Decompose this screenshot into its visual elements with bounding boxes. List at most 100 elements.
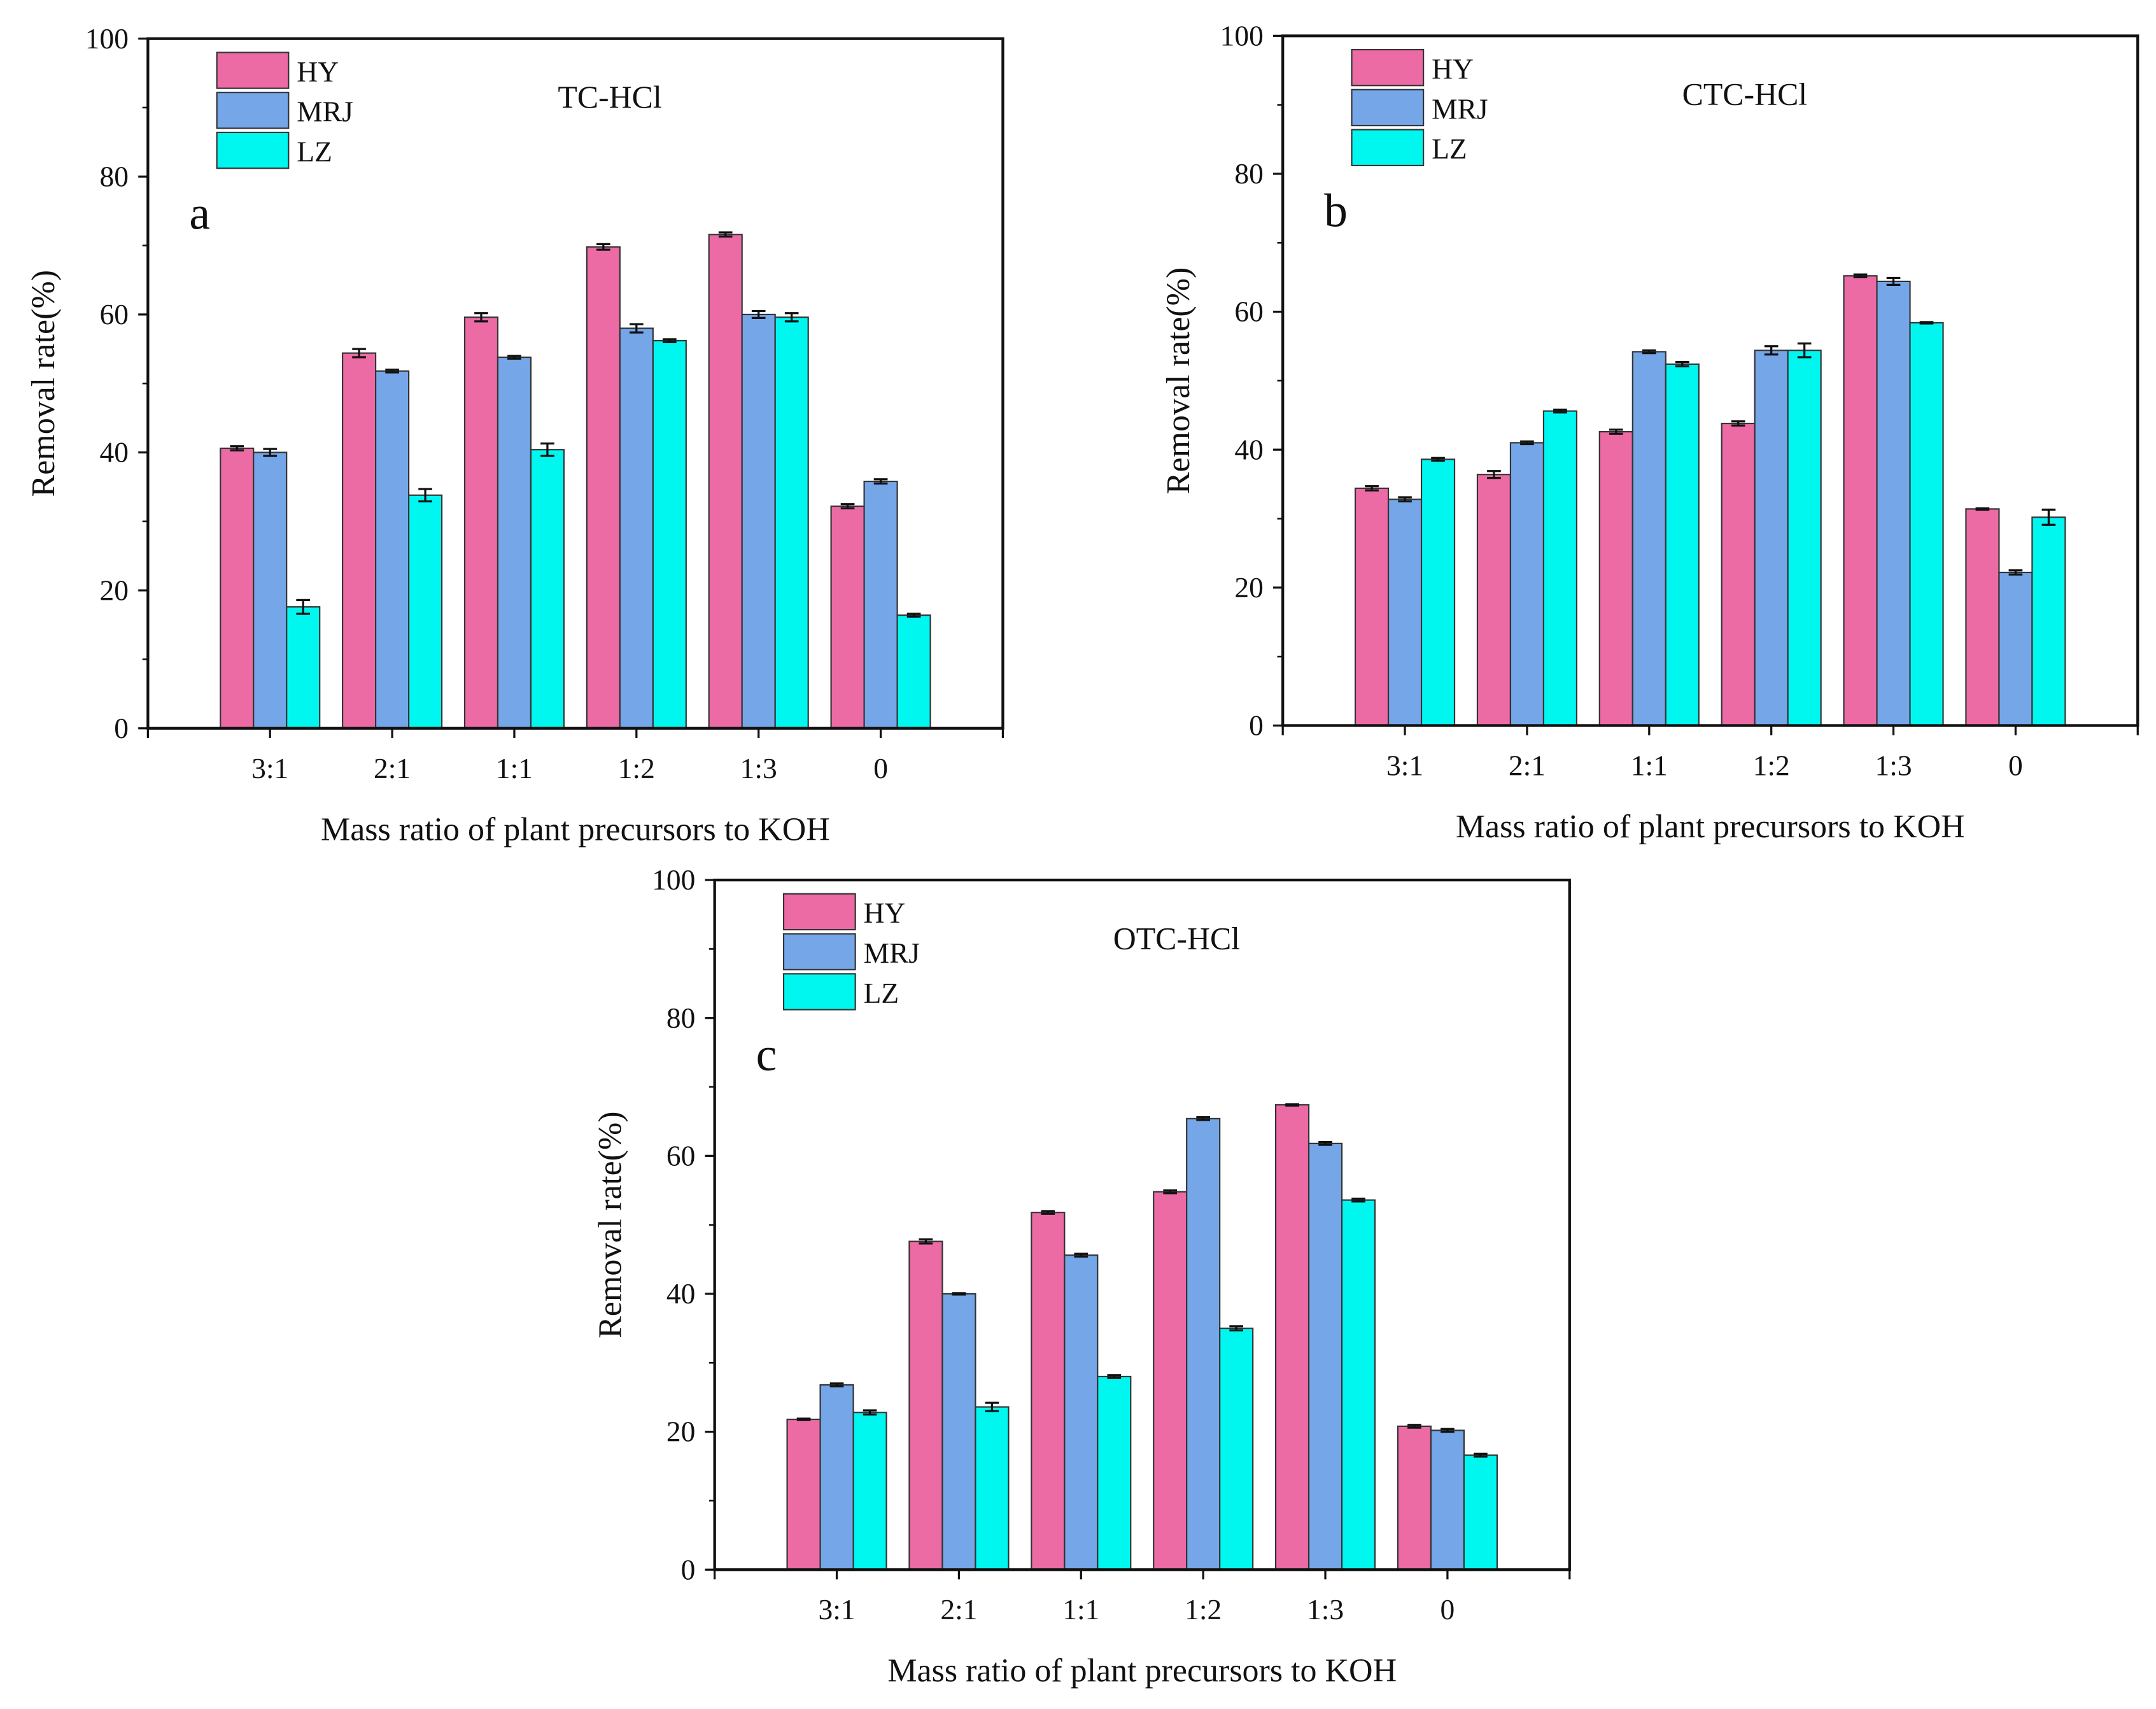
x-tick-label: 1:3 <box>1875 749 1912 781</box>
y-axis-label: Removal rate(%) <box>1160 267 1197 495</box>
x-axis-label: Mass ratio of plant precursors to KOH <box>1456 809 1965 845</box>
bar-lz <box>1341 1199 1376 1571</box>
bar-hy <box>463 316 499 729</box>
bar-hy <box>1274 1104 1310 1571</box>
y-tick-label: 20 <box>100 574 129 606</box>
legend-label: LZ <box>1432 132 1467 165</box>
x-axis-label: Mass ratio of plant precursors to KOH <box>887 1653 1397 1689</box>
bar-mrj <box>1064 1254 1099 1571</box>
y-tick-label: 60 <box>1234 295 1263 328</box>
error-bar <box>1919 321 1934 325</box>
bar-hy <box>830 505 865 729</box>
error-bar <box>1553 408 1567 414</box>
error-bar <box>829 1382 844 1387</box>
y-tick-label: 20 <box>1234 571 1263 604</box>
error-bar <box>1886 276 1901 286</box>
bar-mrj <box>1509 442 1545 727</box>
error-bar <box>296 599 311 615</box>
y-tick-label: 60 <box>666 1139 695 1172</box>
x-tick-label: 3:1 <box>818 1593 855 1626</box>
bar-mrj <box>253 451 288 729</box>
bar-lz <box>1787 350 1822 727</box>
error-bar <box>1365 485 1379 492</box>
y-tick-label: 80 <box>666 1002 695 1034</box>
chart-panel-b: 3:1 2:1 1:1 1:2 1:3 0 0 20 40 60 80 100 Mass ratio o… <box>1160 19 2139 845</box>
bar-lz <box>852 1412 887 1571</box>
bar-mrj <box>1186 1117 1221 1571</box>
error-bar <box>1474 1452 1488 1458</box>
error-bar <box>385 368 399 374</box>
error-bar <box>540 442 554 457</box>
x-tick-label: 1:1 <box>1062 1593 1099 1626</box>
error-bar <box>1975 507 1990 511</box>
error-bar <box>1285 1103 1299 1107</box>
y-tick-label: 20 <box>666 1415 695 1448</box>
x-tick-label: 3:1 <box>1386 749 1423 781</box>
legend-swatch-hy <box>216 52 290 89</box>
error-bar <box>1351 1197 1365 1203</box>
error-bar <box>751 309 766 319</box>
error-bar <box>2041 508 2056 526</box>
bar-lz <box>652 339 687 729</box>
legend-label: HY <box>1432 52 1474 85</box>
x-tick-label: 0 <box>873 752 888 784</box>
legend-swatch-mrj <box>216 92 290 129</box>
x-tick-label: 1:2 <box>1753 749 1790 781</box>
x-tick-label: 2:1 <box>940 1593 977 1626</box>
legend-swatch-hy <box>782 893 856 931</box>
error-bar <box>1520 440 1534 446</box>
chart-panel-c: 3:1 2:1 1:1 1:2 1:3 0 0 20 40 60 80 100 Mass ratio o… <box>592 863 1571 1689</box>
error-bar <box>230 445 244 451</box>
error-bar <box>1398 496 1412 503</box>
chart-title: CTC-HCl <box>1682 77 1808 112</box>
legend-label: LZ <box>864 977 899 1009</box>
error-bar <box>418 488 432 503</box>
error-bar <box>1487 470 1501 479</box>
error-bar <box>863 1409 877 1416</box>
bar-hy <box>342 352 377 729</box>
error-bar <box>1407 1424 1421 1429</box>
legend-label: LZ <box>297 135 332 167</box>
y-tick-label: 80 <box>1234 157 1263 190</box>
bar-hy <box>1031 1212 1066 1571</box>
bar-hy <box>908 1240 943 1571</box>
bar-mrj <box>1387 499 1423 727</box>
legend-swatch-hy <box>1351 48 1425 87</box>
bar-mrj <box>1631 351 1666 727</box>
x-tick-label: 3:1 <box>251 752 288 784</box>
error-bar <box>906 613 921 618</box>
legend-swatch-mrj <box>1351 89 1425 127</box>
bar-hy <box>1598 430 1633 727</box>
error-bar <box>1675 361 1689 367</box>
panel-letter: b <box>1324 184 1348 236</box>
y-tick-label: 0 <box>114 712 129 744</box>
bar-hy <box>586 246 621 729</box>
error-bar <box>952 1292 966 1296</box>
y-axis-label: Removal rate(%) <box>25 270 62 497</box>
error-bar <box>1764 345 1779 356</box>
x-axis-label: Mass ratio of plant precursors to KOH <box>321 811 830 847</box>
bar-mrj <box>863 480 898 729</box>
y-tick-label: 40 <box>100 436 129 469</box>
y-tick-label: 40 <box>666 1277 695 1310</box>
x-tick-label: 1:2 <box>1185 1593 1222 1626</box>
x-tick-label: 1:3 <box>1307 1593 1344 1626</box>
panel-letter: a <box>189 187 210 239</box>
bar-hy <box>1965 508 2000 727</box>
error-bar <box>662 338 677 343</box>
bar-lz <box>1665 363 1700 727</box>
legend-label: HY <box>864 897 906 929</box>
error-bar <box>796 1417 811 1421</box>
error-bar <box>1074 1252 1089 1258</box>
bar-hy <box>708 234 743 729</box>
error-bar <box>1642 349 1656 355</box>
legend-swatch-lz <box>1351 129 1425 167</box>
chart-panel-a: 3:1 2:1 1:1 1:2 1:3 0 0 20 40 60 80 100 Mass ratio o… <box>25 22 1004 847</box>
error-bar <box>1229 1325 1243 1331</box>
legend-label: MRJ <box>864 937 920 969</box>
bar-hy <box>220 447 255 729</box>
bar-mrj <box>1430 1429 1465 1571</box>
x-tick-label: 1:1 <box>1631 749 1668 781</box>
x-tick-label: 1:1 <box>496 752 533 784</box>
